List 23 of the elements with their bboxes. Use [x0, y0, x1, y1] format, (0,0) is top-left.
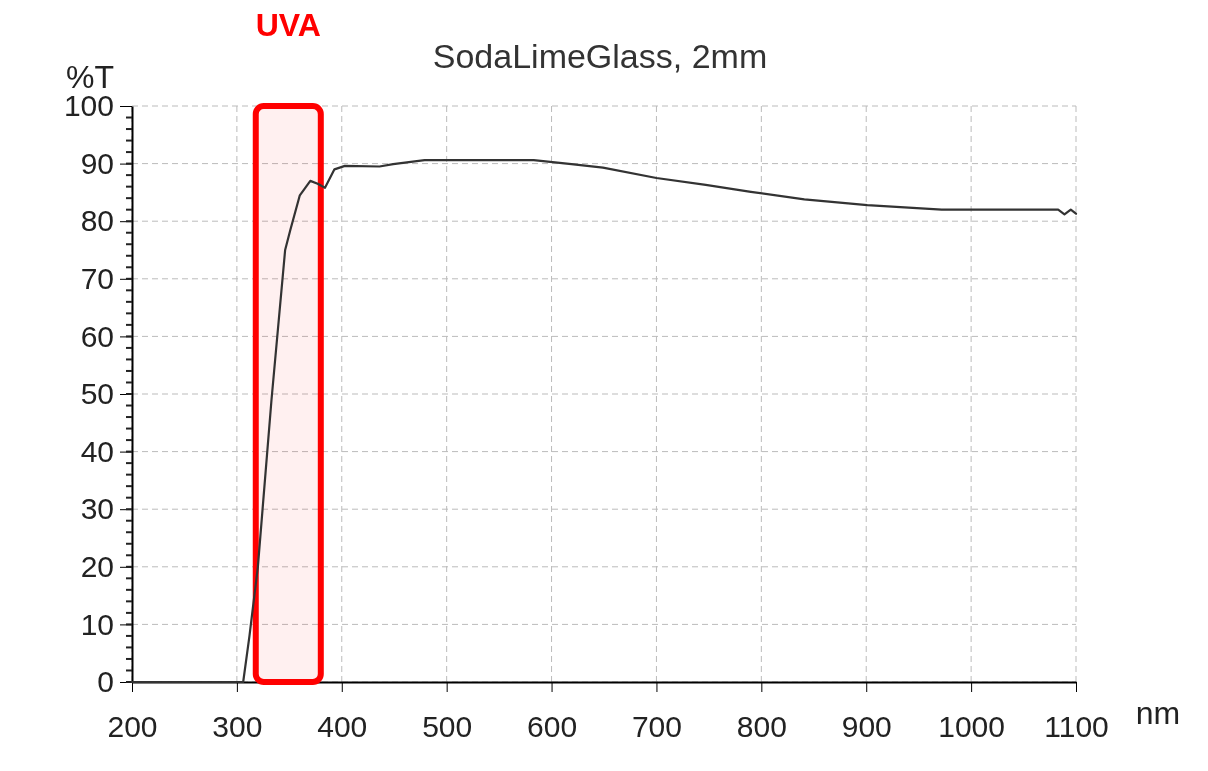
y-tick-label: 20 [80, 549, 114, 583]
chart-title: SodaLimeGlass, 2mm [432, 37, 768, 75]
y-tick-label: 30 [80, 492, 114, 526]
y-tick-label: 90 [80, 146, 114, 180]
x-axis-title: nm [1135, 695, 1181, 731]
x-tick-label: 900 [841, 710, 892, 743]
x-tick-label: 1100 [1044, 710, 1109, 743]
x-tick-label: 700 [631, 710, 682, 743]
y-tick-label: 60 [80, 319, 114, 353]
y-tick-label: 10 [80, 607, 114, 641]
x-tick-label: 1000 [938, 710, 1005, 743]
x-tick-label: 500 [422, 710, 473, 743]
x-tick-label: 300 [212, 710, 263, 743]
x-tick-label: 400 [317, 710, 368, 743]
y-tick-label: 0 [97, 665, 114, 699]
x-tick-label: 800 [736, 710, 787, 743]
x-tick-label: 200 [107, 710, 158, 743]
y-tick-label: 70 [80, 261, 114, 295]
y-tick-label: 40 [80, 434, 114, 468]
x-tick-label: 600 [527, 710, 578, 743]
y-tick-label: 50 [80, 377, 114, 411]
y-tick-label: 80 [80, 204, 114, 238]
band-label: UVA [255, 7, 321, 43]
